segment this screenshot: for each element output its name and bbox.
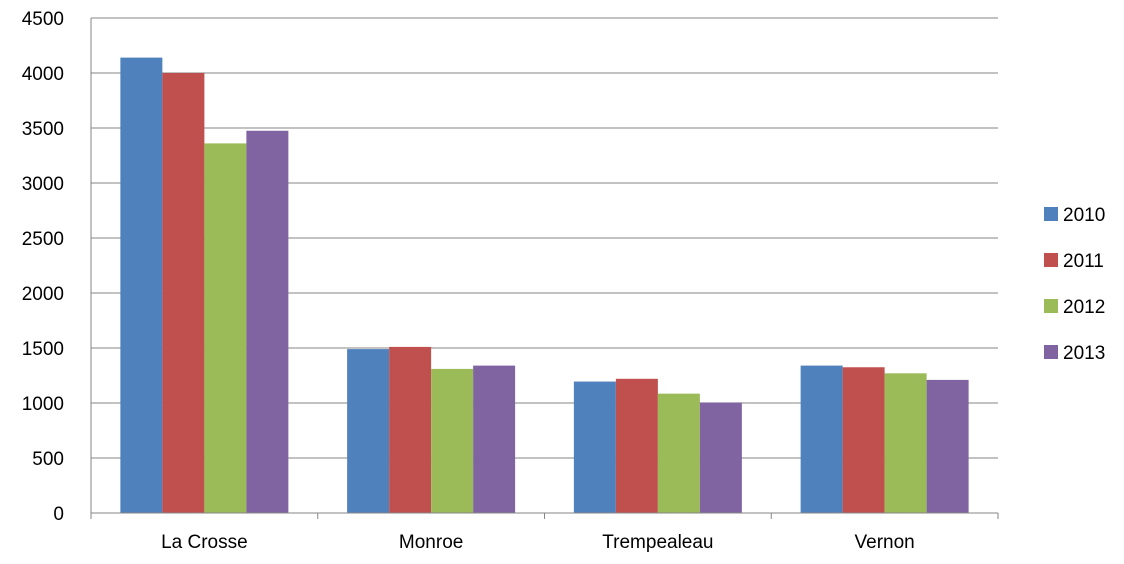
x-category-label: Monroe — [399, 532, 463, 553]
bar-2013-monroe — [473, 365, 516, 513]
bar-2012-trempealeau — [657, 393, 700, 513]
legend-swatch-2012 — [1044, 299, 1058, 313]
bars — [120, 57, 969, 513]
legend-swatch-2011 — [1044, 253, 1058, 267]
legend-label: 2013 — [1063, 343, 1105, 364]
bar-2012-la-crosse — [204, 143, 247, 513]
bar-2010-la-crosse — [120, 57, 163, 513]
bar-2012-vernon — [884, 373, 927, 513]
legend-swatch-2010 — [1044, 207, 1058, 221]
x-category-label: La Crosse — [161, 532, 248, 553]
legend: 2010 2011 2012 2013 — [1044, 205, 1105, 364]
x-category-label: Vernon — [855, 532, 915, 553]
legend-label: 2012 — [1063, 297, 1105, 318]
y-tick-label: 3000 — [22, 174, 64, 195]
bar-2010-trempealeau — [573, 381, 616, 513]
bar-2012-monroe — [431, 368, 474, 513]
y-tick-label: 4000 — [22, 64, 64, 85]
legend-swatch-2013 — [1044, 345, 1058, 359]
bar-2010-vernon — [800, 365, 843, 513]
y-tick-label: 4500 — [22, 9, 64, 30]
y-tick-label: 2000 — [22, 284, 64, 305]
y-tick-label: 500 — [32, 449, 64, 470]
y-tick-label: 0 — [53, 504, 64, 525]
bar-2010-monroe — [347, 349, 390, 513]
bar-2011-monroe — [389, 346, 432, 513]
y-tick-label: 2500 — [22, 229, 64, 250]
x-category-label: Trempealeau — [602, 532, 713, 553]
y-tick-label: 1500 — [22, 339, 64, 360]
bar-2013-vernon — [926, 379, 969, 513]
bar-2013-la-crosse — [246, 130, 289, 513]
bar-2013-trempealeau — [699, 402, 742, 513]
y-tick-label: 3500 — [22, 119, 64, 140]
legend-label: 2010 — [1063, 205, 1105, 226]
legend-label: 2011 — [1063, 251, 1104, 272]
bar-2011-vernon — [842, 367, 885, 513]
bar-2011-trempealeau — [615, 378, 658, 513]
axes: 0 500 1000 1500 2000 2500 3000 3500 4000 4500 La C… — [22, 9, 999, 553]
y-tick-label: 1000 — [22, 394, 64, 415]
bar-2011-la-crosse — [162, 73, 205, 513]
